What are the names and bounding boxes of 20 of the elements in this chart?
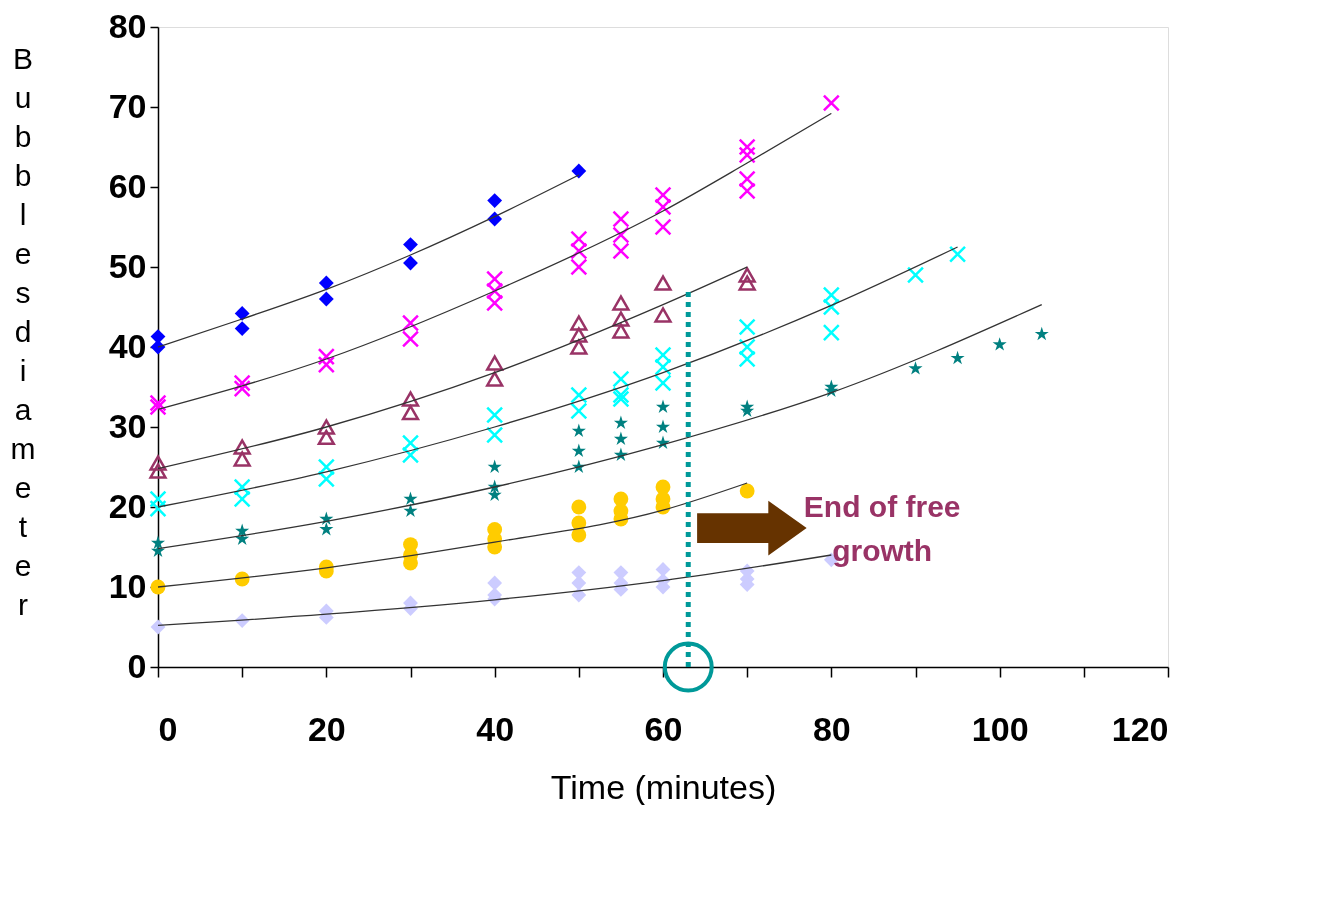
x-tick-label: 120 <box>1111 709 1169 748</box>
line-series <box>157 112 832 411</box>
x-tick-label: 100 <box>971 709 1029 748</box>
x-tick-label: 60 <box>644 709 683 748</box>
text: Bubbles diameter <box>10 42 36 621</box>
annotation: End of free growth <box>803 489 961 567</box>
y-tick-label: 0 <box>127 646 147 685</box>
x-tick-label: 40 <box>476 709 515 748</box>
x-tick-label: 20 <box>307 709 346 748</box>
y-tick-label: 10 <box>108 566 147 605</box>
y-tick-label: 60 <box>108 166 147 205</box>
y-tick-label: 40 <box>108 326 147 365</box>
y-tick-label: 30 <box>108 406 147 445</box>
y-tick-label: 20 <box>108 486 147 525</box>
x-tick-label: 0 <box>158 709 178 748</box>
y-tick-label: 80 <box>108 6 147 45</box>
y-tick-label: 70 <box>108 86 147 125</box>
x-axis-title: Time (minutes) <box>550 767 777 806</box>
x-tick-label: 80 <box>812 709 851 748</box>
y-tick-label: 50 <box>108 246 147 285</box>
